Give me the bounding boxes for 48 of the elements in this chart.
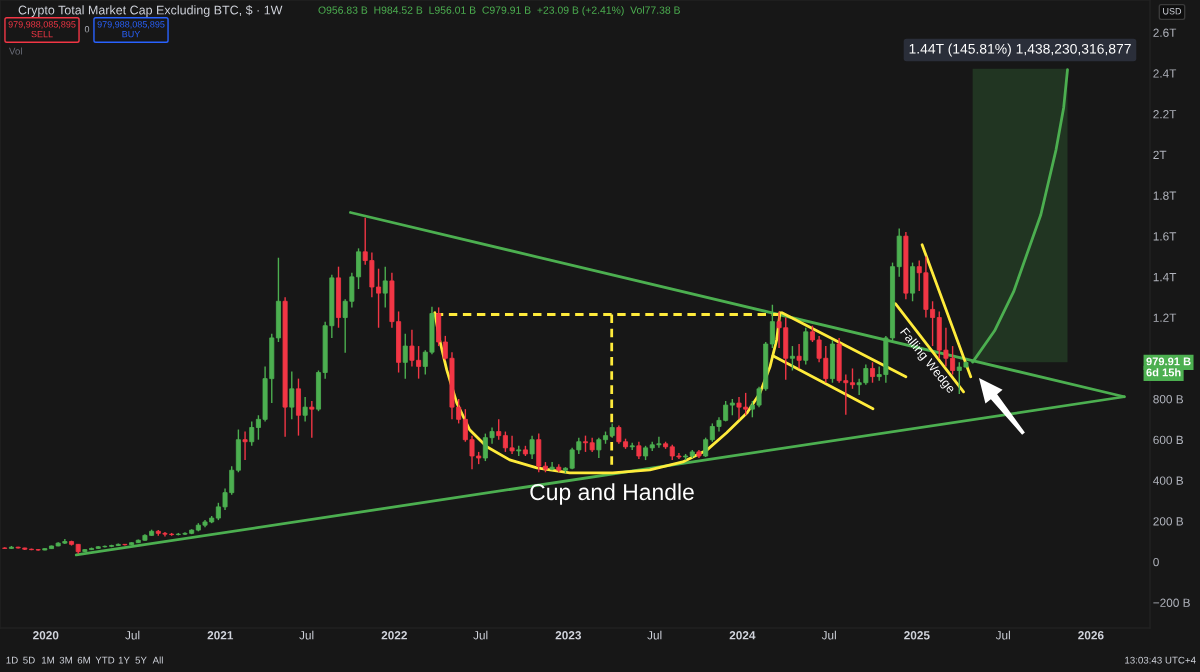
y-tick-label: 200 B — [1153, 517, 1184, 526]
x-tick-label: Jul — [125, 630, 140, 640]
x-tick-label: 2026 — [1078, 631, 1104, 640]
text: YTD — [95, 656, 115, 664]
x-tick-label: Jul — [473, 630, 488, 640]
x-tick-label: Jul — [647, 630, 662, 640]
annotation: Cup and Handle — [530, 483, 694, 505]
x-tick-label: Jul — [299, 630, 314, 640]
annotation: 6d 15h — [1146, 368, 1181, 377]
y-tick-label: 2T — [1153, 150, 1167, 159]
chart-title: Crypto Total Market Cap Excluding BTC, $ · 1W — [18, 5, 283, 17]
x-tick-label: 2021 — [207, 631, 234, 640]
text: 13:03:43 UTC+4 — [1125, 656, 1196, 664]
y-tick-label: 2.2T — [1153, 110, 1177, 119]
annotation: O956.83 B H984.52 B L956.01 B C979.91 B +23.09 B (+2.41%) Vol77.38 B — [318, 6, 680, 16]
y-tick-label: 800 B — [1153, 395, 1184, 404]
x-tick-label: Jul — [821, 630, 836, 640]
annotation: 979,988,085,895 BUY — [97, 21, 165, 38]
y-tick-label: −200 B — [1153, 598, 1190, 607]
y-tick-label: 400 B — [1153, 476, 1184, 485]
y-tick-label: 2.6T — [1153, 28, 1177, 37]
text: All — [152, 656, 163, 664]
y-tick-label: 1.8T — [1153, 191, 1177, 200]
annotation: 1.44T (145.81%) 1,438,230,316,877 — [909, 43, 1131, 57]
text: 1Y — [118, 656, 130, 664]
x-tick-label: 2020 — [33, 631, 59, 640]
y-tick-label: 1.2T — [1153, 313, 1177, 322]
annotation: 979.91 B — [1146, 357, 1191, 366]
y-tick-label: 1.6T — [1153, 232, 1177, 241]
annotation: Vol — [9, 47, 22, 55]
text: 5D — [23, 656, 35, 664]
x-tick-label: 2023 — [555, 631, 582, 640]
y-tick-label: 0 — [1153, 557, 1159, 567]
text: 1M — [41, 656, 54, 664]
x-tick-label: 2024 — [729, 631, 756, 640]
text: USD — [1163, 8, 1182, 15]
text: 5Y — [135, 656, 147, 664]
y-tick-label: 2.4T — [1153, 69, 1177, 78]
text: 3M — [59, 656, 72, 664]
text: 6M — [77, 656, 90, 664]
annotation: 979,988,085,895 SELL — [8, 21, 76, 38]
text: 1D — [6, 656, 18, 664]
y-tick-label: 1.4T — [1153, 273, 1177, 282]
y-tick-label: 600 B — [1153, 435, 1184, 445]
x-tick-label: 2025 — [904, 631, 930, 640]
annotation: 0 — [84, 26, 90, 33]
x-tick-label: Jul — [995, 630, 1010, 640]
x-tick-label: 2022 — [381, 631, 407, 640]
